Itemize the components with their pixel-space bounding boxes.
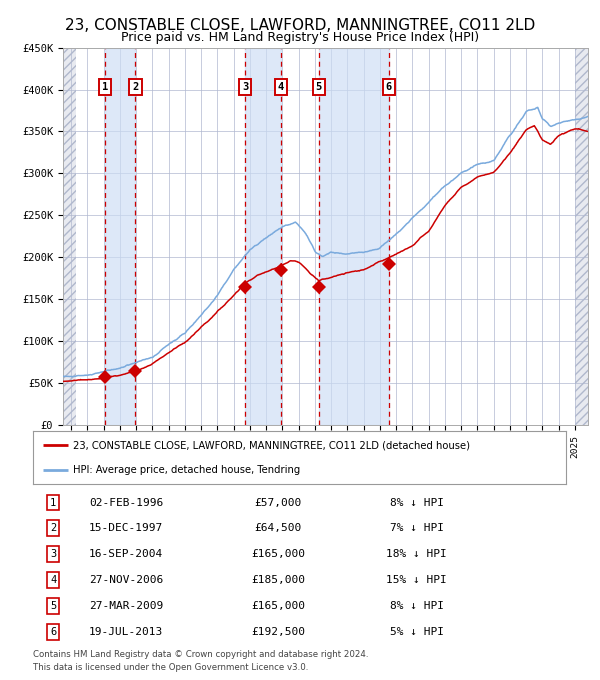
Text: 27-NOV-2006: 27-NOV-2006 [89, 575, 163, 585]
Bar [105, 48, 136, 425]
Text: £64,500: £64,500 [254, 524, 302, 533]
Text: £165,000: £165,000 [251, 549, 305, 559]
Text: 2: 2 [133, 82, 139, 92]
Text: 18% ↓ HPI: 18% ↓ HPI [386, 549, 447, 559]
Text: 16-SEP-2004: 16-SEP-2004 [89, 549, 163, 559]
Text: 7% ↓ HPI: 7% ↓ HPI [389, 524, 443, 533]
Text: 23, CONSTABLE CLOSE, LAWFORD, MANNINGTREE, CO11 2LD (detached house): 23, CONSTABLE CLOSE, LAWFORD, MANNINGTRE… [73, 441, 470, 450]
Text: 4: 4 [278, 82, 284, 92]
Text: 15-DEC-1997: 15-DEC-1997 [89, 524, 163, 533]
Text: 23, CONSTABLE CLOSE, LAWFORD, MANNINGTREE, CO11 2LD: 23, CONSTABLE CLOSE, LAWFORD, MANNINGTRE… [65, 18, 535, 33]
Bar [319, 48, 389, 425]
Text: 6: 6 [386, 82, 392, 92]
Text: 1: 1 [102, 82, 108, 92]
Text: £57,000: £57,000 [254, 498, 302, 507]
Text: 3: 3 [242, 82, 248, 92]
Text: £192,500: £192,500 [251, 627, 305, 636]
Text: 02-FEB-1996: 02-FEB-1996 [89, 498, 163, 507]
Text: 3: 3 [50, 549, 56, 559]
Text: 5: 5 [316, 82, 322, 92]
Text: HPI: Average price, detached house, Tendring: HPI: Average price, detached house, Tend… [73, 465, 300, 475]
Bar [575, 48, 588, 425]
Text: 27-MAR-2009: 27-MAR-2009 [89, 601, 163, 611]
Text: £185,000: £185,000 [251, 575, 305, 585]
Text: 5% ↓ HPI: 5% ↓ HPI [389, 627, 443, 636]
Text: 2: 2 [50, 524, 56, 533]
Text: 19-JUL-2013: 19-JUL-2013 [89, 627, 163, 636]
Text: This data is licensed under the Open Government Licence v3.0.: This data is licensed under the Open Gov… [33, 663, 308, 672]
Text: Price paid vs. HM Land Registry's House Price Index (HPI): Price paid vs. HM Land Registry's House … [121, 31, 479, 44]
Bar [245, 48, 281, 425]
Text: 5: 5 [50, 601, 56, 611]
Text: 1: 1 [50, 498, 56, 507]
Text: 8% ↓ HPI: 8% ↓ HPI [389, 498, 443, 507]
Text: 15% ↓ HPI: 15% ↓ HPI [386, 575, 447, 585]
Text: Contains HM Land Registry data © Crown copyright and database right 2024.: Contains HM Land Registry data © Crown c… [33, 650, 368, 659]
Text: £165,000: £165,000 [251, 601, 305, 611]
Text: 8% ↓ HPI: 8% ↓ HPI [389, 601, 443, 611]
Text: 4: 4 [50, 575, 56, 585]
Text: 6: 6 [50, 627, 56, 636]
Bar [63, 48, 76, 425]
